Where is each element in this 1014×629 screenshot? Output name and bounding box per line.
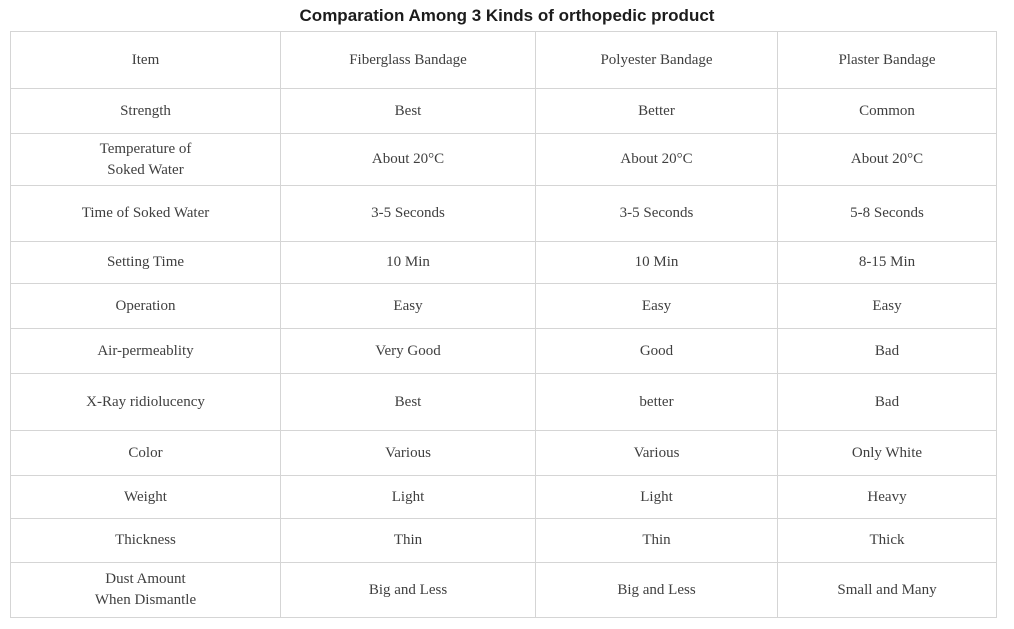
table-row: Setting Time 10 Min 10 Min 8-15 Min [10,241,997,284]
value-cell: Thick [777,518,997,563]
row-label-cell: Thickness [10,518,281,563]
table-row: Weight Light Light Heavy [10,475,997,519]
row-label-cell: Air-permeablity [10,328,281,374]
value-cell: Easy [280,283,536,329]
value-cell: 10 Min [280,241,536,284]
table-row: Strength Best Better Common [10,88,997,134]
value-cell: Thin [280,518,536,563]
row-label-cell: Setting Time [10,241,281,284]
value-cell: Easy [777,283,997,329]
comparison-table: Item Fiberglass Bandage Polyester Bandage P… [10,31,997,618]
table-row: Time of Soked Water 3-5 Seconds 3-5 Second… [10,185,997,242]
row-label-cell: Weight [10,475,281,519]
table-row: Temperature of Soked Water About 20°C Abou… [10,133,997,186]
row-label-cell: Operation [10,283,281,329]
value-cell: About 20°C [777,133,997,186]
column-header: Polyester Bandage [535,31,778,89]
value-cell: Very Good [280,328,536,374]
table-body: Strength Best Better Common Temperature of S… [10,88,997,618]
value-cell: Heavy [777,475,997,519]
value-cell: Common [777,88,997,134]
value-cell: 3-5 Seconds [535,185,778,242]
row-label-cell: Temperature of Soked Water [10,133,281,186]
value-cell: Easy [535,283,778,329]
column-header: Fiberglass Bandage [280,31,536,89]
value-cell: Light [535,475,778,519]
value-cell: 8-15 Min [777,241,997,284]
value-cell: Best [280,373,536,431]
value-cell: 3-5 Seconds [280,185,536,242]
table-header: Item Fiberglass Bandage Polyester Bandage P… [10,31,997,89]
value-cell: Thin [535,518,778,563]
column-header: Plaster Bandage [777,31,997,89]
table-header-row: Item Fiberglass Bandage Polyester Bandage P… [10,31,997,89]
value-cell: Big and Less [535,562,778,618]
table-row: X-Ray ridiolucency Best better Bad [10,373,997,431]
column-header: Item [10,31,281,89]
row-label-cell: Time of Soked Water [10,185,281,242]
value-cell: Big and Less [280,562,536,618]
table-row: Color Various Various Only White [10,430,997,476]
value-cell: About 20°C [535,133,778,186]
table-row: Thickness Thin Thin Thick [10,518,997,563]
row-label-cell: X-Ray ridiolucency [10,373,281,431]
value-cell: Best [280,88,536,134]
value-cell: About 20°C [280,133,536,186]
value-cell: better [535,373,778,431]
value-cell: Bad [777,373,997,431]
row-label-cell: Dust Amount When Dismantle [10,562,281,618]
value-cell: Better [535,88,778,134]
table-row: Air-permeablity Very Good Good Bad [10,328,997,374]
value-cell: 10 Min [535,241,778,284]
table-row: Operation Easy Easy Easy [10,283,997,329]
row-label-cell: Strength [10,88,281,134]
value-cell: Only White [777,430,997,476]
value-cell: Good [535,328,778,374]
row-label-cell: Color [10,430,281,476]
table-row: Dust Amount When Dismantle Big and Less Bi… [10,562,997,618]
page-title: Comparation Among 3 Kinds of orthopedic … [299,6,715,25]
value-cell: Light [280,475,536,519]
value-cell: Various [280,430,536,476]
value-cell: Various [535,430,778,476]
value-cell: 5-8 Seconds [777,185,997,242]
value-cell: Small and Many [777,562,997,618]
value-cell: Bad [777,328,997,374]
